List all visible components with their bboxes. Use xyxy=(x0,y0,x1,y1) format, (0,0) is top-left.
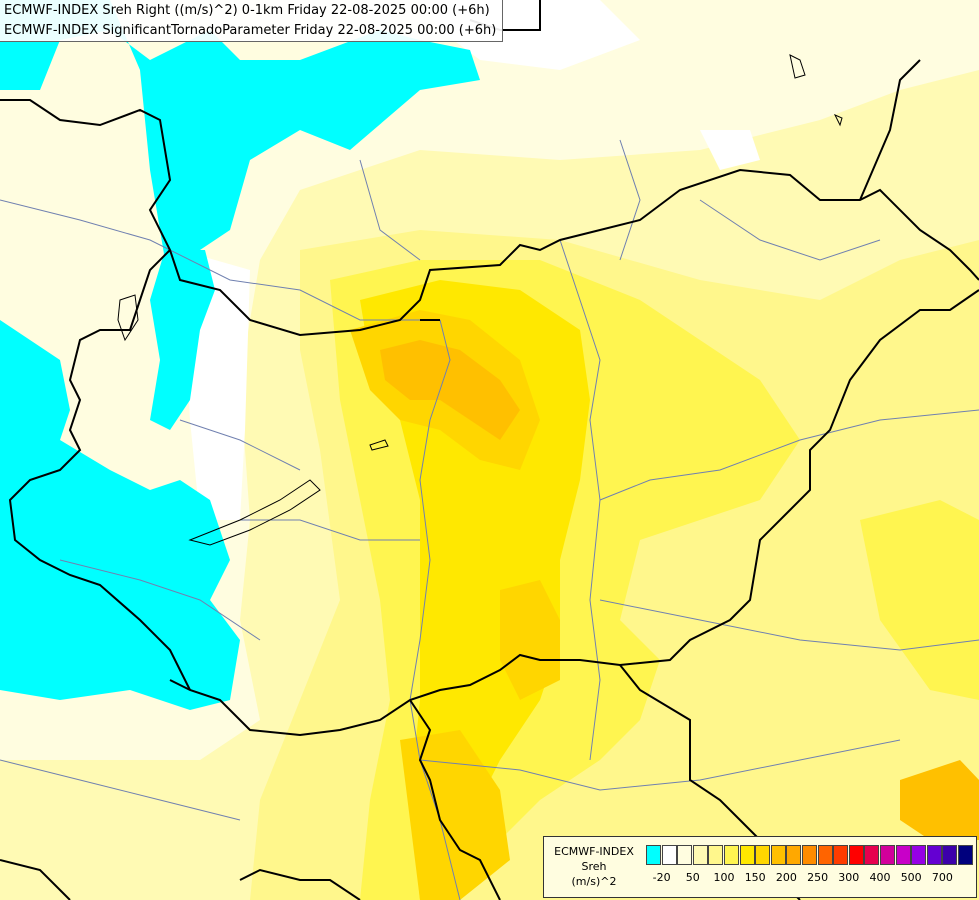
field-cyan-northwest xyxy=(0,0,480,260)
legend-tick-label: 500 xyxy=(900,871,922,884)
legend-tick-label: 200 xyxy=(775,871,797,884)
legend-unit: (m/s)^2 xyxy=(571,875,617,888)
field-yellow1-east xyxy=(860,500,979,700)
field-orange2-southeast xyxy=(900,760,979,840)
legend-swatch xyxy=(755,845,771,865)
legend-tick-label: 100 xyxy=(713,871,735,884)
map-title-box: ECMWF-INDEX Sreh Right ((m/s)^2) 0-1km F… xyxy=(0,0,503,42)
legend-swatch xyxy=(942,845,958,865)
field-orange1-southwest xyxy=(400,730,510,900)
legend-swatch xyxy=(724,845,739,865)
legend-swatch xyxy=(833,845,849,865)
legend-swatch xyxy=(864,845,880,865)
legend-swatch xyxy=(786,845,802,865)
field-cyan-west-upper xyxy=(150,250,215,430)
legend-swatch xyxy=(895,845,911,865)
field-white-northeast xyxy=(700,130,760,170)
field-cyan-west xyxy=(0,320,240,710)
legend-source: ECMWF-INDEX xyxy=(554,845,634,858)
title-sreh: ECMWF-INDEX Sreh Right ((m/s)^2) 0-1km F… xyxy=(4,3,490,18)
rivers xyxy=(0,139,979,900)
legend-swatch xyxy=(770,845,786,865)
legend-variable: Sreh xyxy=(581,860,607,873)
legend-tick-label: 300 xyxy=(838,871,860,884)
legend-swatch xyxy=(692,845,708,865)
legend-swatch xyxy=(661,845,677,865)
field-orange1-south xyxy=(500,580,560,700)
legend-tick-label: 50 xyxy=(685,871,700,884)
field-orange2-center xyxy=(380,340,520,440)
legend-tick-label: 250 xyxy=(807,871,829,884)
legend-swatch xyxy=(708,845,724,865)
legend-swatch xyxy=(677,845,693,865)
field-pale-north xyxy=(0,0,979,760)
legend-tick-label: 700 xyxy=(931,871,953,884)
legend-swatch xyxy=(739,845,755,865)
legend-swatch xyxy=(926,845,942,865)
legend-tick-label: -20 xyxy=(652,871,671,884)
legend-swatch xyxy=(817,845,833,865)
color-legend: ECMWF-INDEX Sreh (m/s)^2 -20 50 100 150 200 2… xyxy=(543,836,977,898)
legend-swatch xyxy=(848,845,864,865)
legend-swatch xyxy=(958,845,973,865)
legend-swatch xyxy=(911,845,927,865)
legend-tick-label: 400 xyxy=(869,871,891,884)
title-stp: ECMWF-INDEX SignificantTornadoParameter … xyxy=(4,23,497,38)
legend-swatch xyxy=(802,845,817,865)
legend-swatch xyxy=(646,845,661,865)
legend-swatch xyxy=(880,845,895,865)
lakes xyxy=(117,54,843,546)
legend-tick-label: 150 xyxy=(744,871,766,884)
